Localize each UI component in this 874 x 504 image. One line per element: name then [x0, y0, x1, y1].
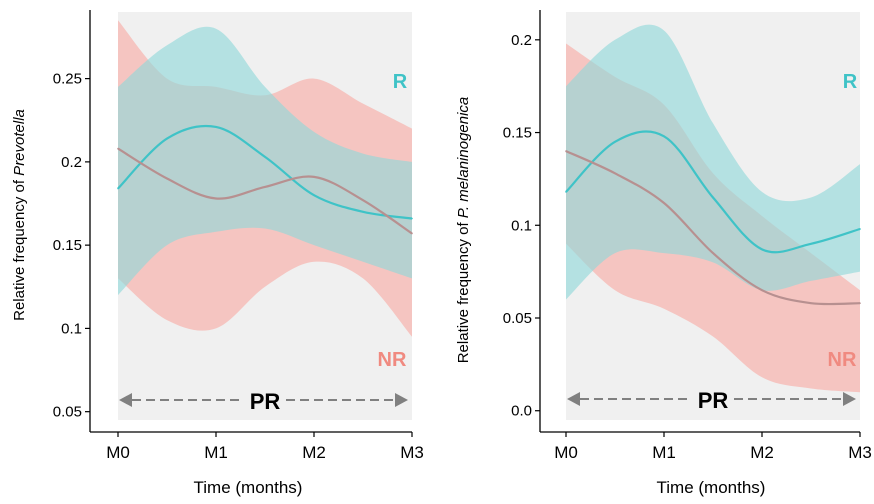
pr-arrow: PR: [567, 386, 856, 413]
y-axis-label: Relative frequency of Prevotella: [11, 109, 28, 321]
x-tick-label: M2: [302, 443, 326, 462]
data-point-nr: [264, 186, 266, 188]
pr-arrowhead-left: [119, 393, 132, 407]
data-point-r: [859, 228, 861, 230]
data-point-nr: [166, 177, 168, 180]
y-axis-label-prefix: Relative frequency of: [11, 176, 28, 321]
ci-band-r: [118, 26, 412, 296]
y-axis-label-taxon: P. melaninogenica: [455, 97, 472, 218]
series-label-r: R: [393, 71, 408, 93]
pr-arrowhead-left: [567, 392, 580, 406]
pr-arrow: PR: [119, 387, 408, 414]
pr-label: PR: [698, 388, 729, 413]
y-tick-label: 0.15: [503, 125, 532, 142]
x-tick-label: M1: [652, 443, 676, 462]
y-tick-label: 0.2: [61, 154, 82, 171]
data-point-r: [411, 217, 413, 220]
data-point-nr: [859, 302, 861, 304]
data-point-r: [264, 156, 266, 158]
data-point-r: [810, 243, 812, 245]
x-tick-label: M0: [554, 443, 578, 462]
y-axis-label-prefix: Relative frequency of: [455, 218, 472, 363]
series-label-r: R: [843, 71, 858, 93]
data-point-r: [761, 248, 763, 251]
y-tick-label: 0.0: [511, 403, 532, 420]
confidence-bands: [566, 24, 860, 393]
tick-labels: 0.0 0.05 0.1 0.15 0.2 M0 M1 M2 M3: [503, 32, 872, 462]
y-axis-label-taxon: Prevotella: [11, 109, 28, 176]
pr-arrowhead-right: [843, 392, 856, 406]
data-point-nr: [761, 289, 763, 291]
y-tick-label: 0.05: [503, 310, 532, 327]
data-point-r: [614, 141, 616, 143]
data-point-nr: [411, 232, 413, 235]
x-tick-label: M0: [106, 443, 130, 462]
panel-p-melaninogenica: 0.0 0.05 0.1 0.15 0.2 M0 M1 M2 M3 R NR PR Time (…: [455, 10, 872, 497]
data-point-nr: [614, 172, 616, 175]
y-tick-label: 0.15: [53, 237, 82, 254]
axes: [89, 10, 412, 433]
data-point-r: [362, 211, 364, 213]
confidence-bands: [118, 20, 412, 337]
data-point-nr: [215, 197, 217, 200]
data-point-r: [215, 126, 217, 128]
data-point-nr: [565, 150, 567, 152]
y-tick-label: 0.25: [53, 71, 82, 88]
x-axis-label: Time (months): [657, 478, 766, 497]
data-point-nr: [117, 147, 119, 150]
data-point-nr: [712, 252, 714, 254]
y-tick-label: 0.1: [61, 320, 82, 337]
data-point-r: [663, 135, 665, 138]
panel-prevotella: 0.05 0.1 0.15 0.2 0.25 M0 M1 M2 M3 R NR PR Time …: [11, 10, 424, 497]
tick-labels: 0.05 0.1 0.15 0.2 0.25 M0 M1 M2 M3: [53, 71, 424, 462]
pr-label: PR: [250, 389, 281, 414]
data-point-r: [166, 137, 168, 140]
x-tick-label: M3: [848, 443, 872, 462]
axes: [539, 10, 860, 433]
x-axis-label: Time (months): [194, 478, 303, 497]
data-point-nr: [810, 302, 812, 304]
data-point-r: [712, 196, 714, 199]
data-point-r: [313, 194, 315, 196]
y-axis-label: Relative frequency of P. melaninogenica: [455, 97, 472, 364]
data-point-nr: [313, 176, 315, 178]
data-point-nr: [362, 199, 364, 201]
data-point-nr: [663, 202, 665, 204]
x-tick-label: M2: [750, 443, 774, 462]
x-tick-label: M1: [204, 443, 228, 462]
x-tick-label: M3: [400, 443, 424, 462]
mean-lines: [565, 130, 861, 306]
series-label-nr: NR: [828, 349, 857, 371]
series-label-nr: NR: [378, 349, 407, 371]
pr-label-bg: [692, 386, 734, 412]
data-point-r: [117, 187, 119, 190]
y-tick-label: 0.1: [511, 217, 532, 234]
mean-lines: [117, 124, 413, 235]
y-tick-label: 0.2: [511, 32, 532, 49]
pr-arrowhead-right: [395, 393, 408, 407]
pr-label-bg: [244, 387, 286, 413]
ci-band-r: [566, 24, 860, 300]
y-tick-label: 0.05: [53, 404, 82, 421]
data-point-r: [565, 191, 567, 193]
